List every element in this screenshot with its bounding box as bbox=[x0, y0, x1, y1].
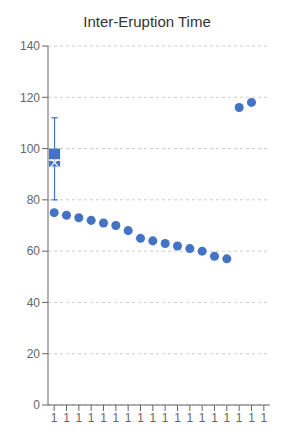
svg-text:1: 1 bbox=[149, 411, 156, 425]
svg-text:1: 1 bbox=[112, 411, 119, 425]
svg-text:40: 40 bbox=[27, 296, 41, 310]
svg-text:1: 1 bbox=[63, 411, 70, 425]
svg-text:120: 120 bbox=[20, 91, 40, 105]
svg-text:1: 1 bbox=[75, 411, 82, 425]
svg-text:60: 60 bbox=[27, 244, 41, 258]
svg-text:0: 0 bbox=[33, 398, 40, 412]
svg-text:1: 1 bbox=[211, 411, 218, 425]
svg-text:1: 1 bbox=[100, 411, 107, 425]
svg-text:1: 1 bbox=[137, 411, 144, 425]
svg-text:1: 1 bbox=[236, 411, 243, 425]
svg-text:140: 140 bbox=[20, 39, 40, 53]
svg-text:1: 1 bbox=[174, 411, 181, 425]
svg-text:1: 1 bbox=[186, 411, 193, 425]
html-text:Inter-Eruption Time: Inter-Eruption Time bbox=[83, 13, 211, 30]
svg-text:1: 1 bbox=[223, 411, 230, 425]
svg-text:100: 100 bbox=[20, 142, 40, 156]
svg-text:80: 80 bbox=[27, 193, 41, 207]
svg-text:1: 1 bbox=[51, 411, 58, 425]
svg-text:1: 1 bbox=[162, 411, 169, 425]
svg-text:1: 1 bbox=[125, 411, 132, 425]
svg-text:1: 1 bbox=[199, 411, 206, 425]
svg-text:1: 1 bbox=[260, 411, 267, 425]
svg-text:1: 1 bbox=[88, 411, 95, 425]
svg-text:1: 1 bbox=[248, 411, 255, 425]
svg-text:20: 20 bbox=[27, 347, 41, 361]
